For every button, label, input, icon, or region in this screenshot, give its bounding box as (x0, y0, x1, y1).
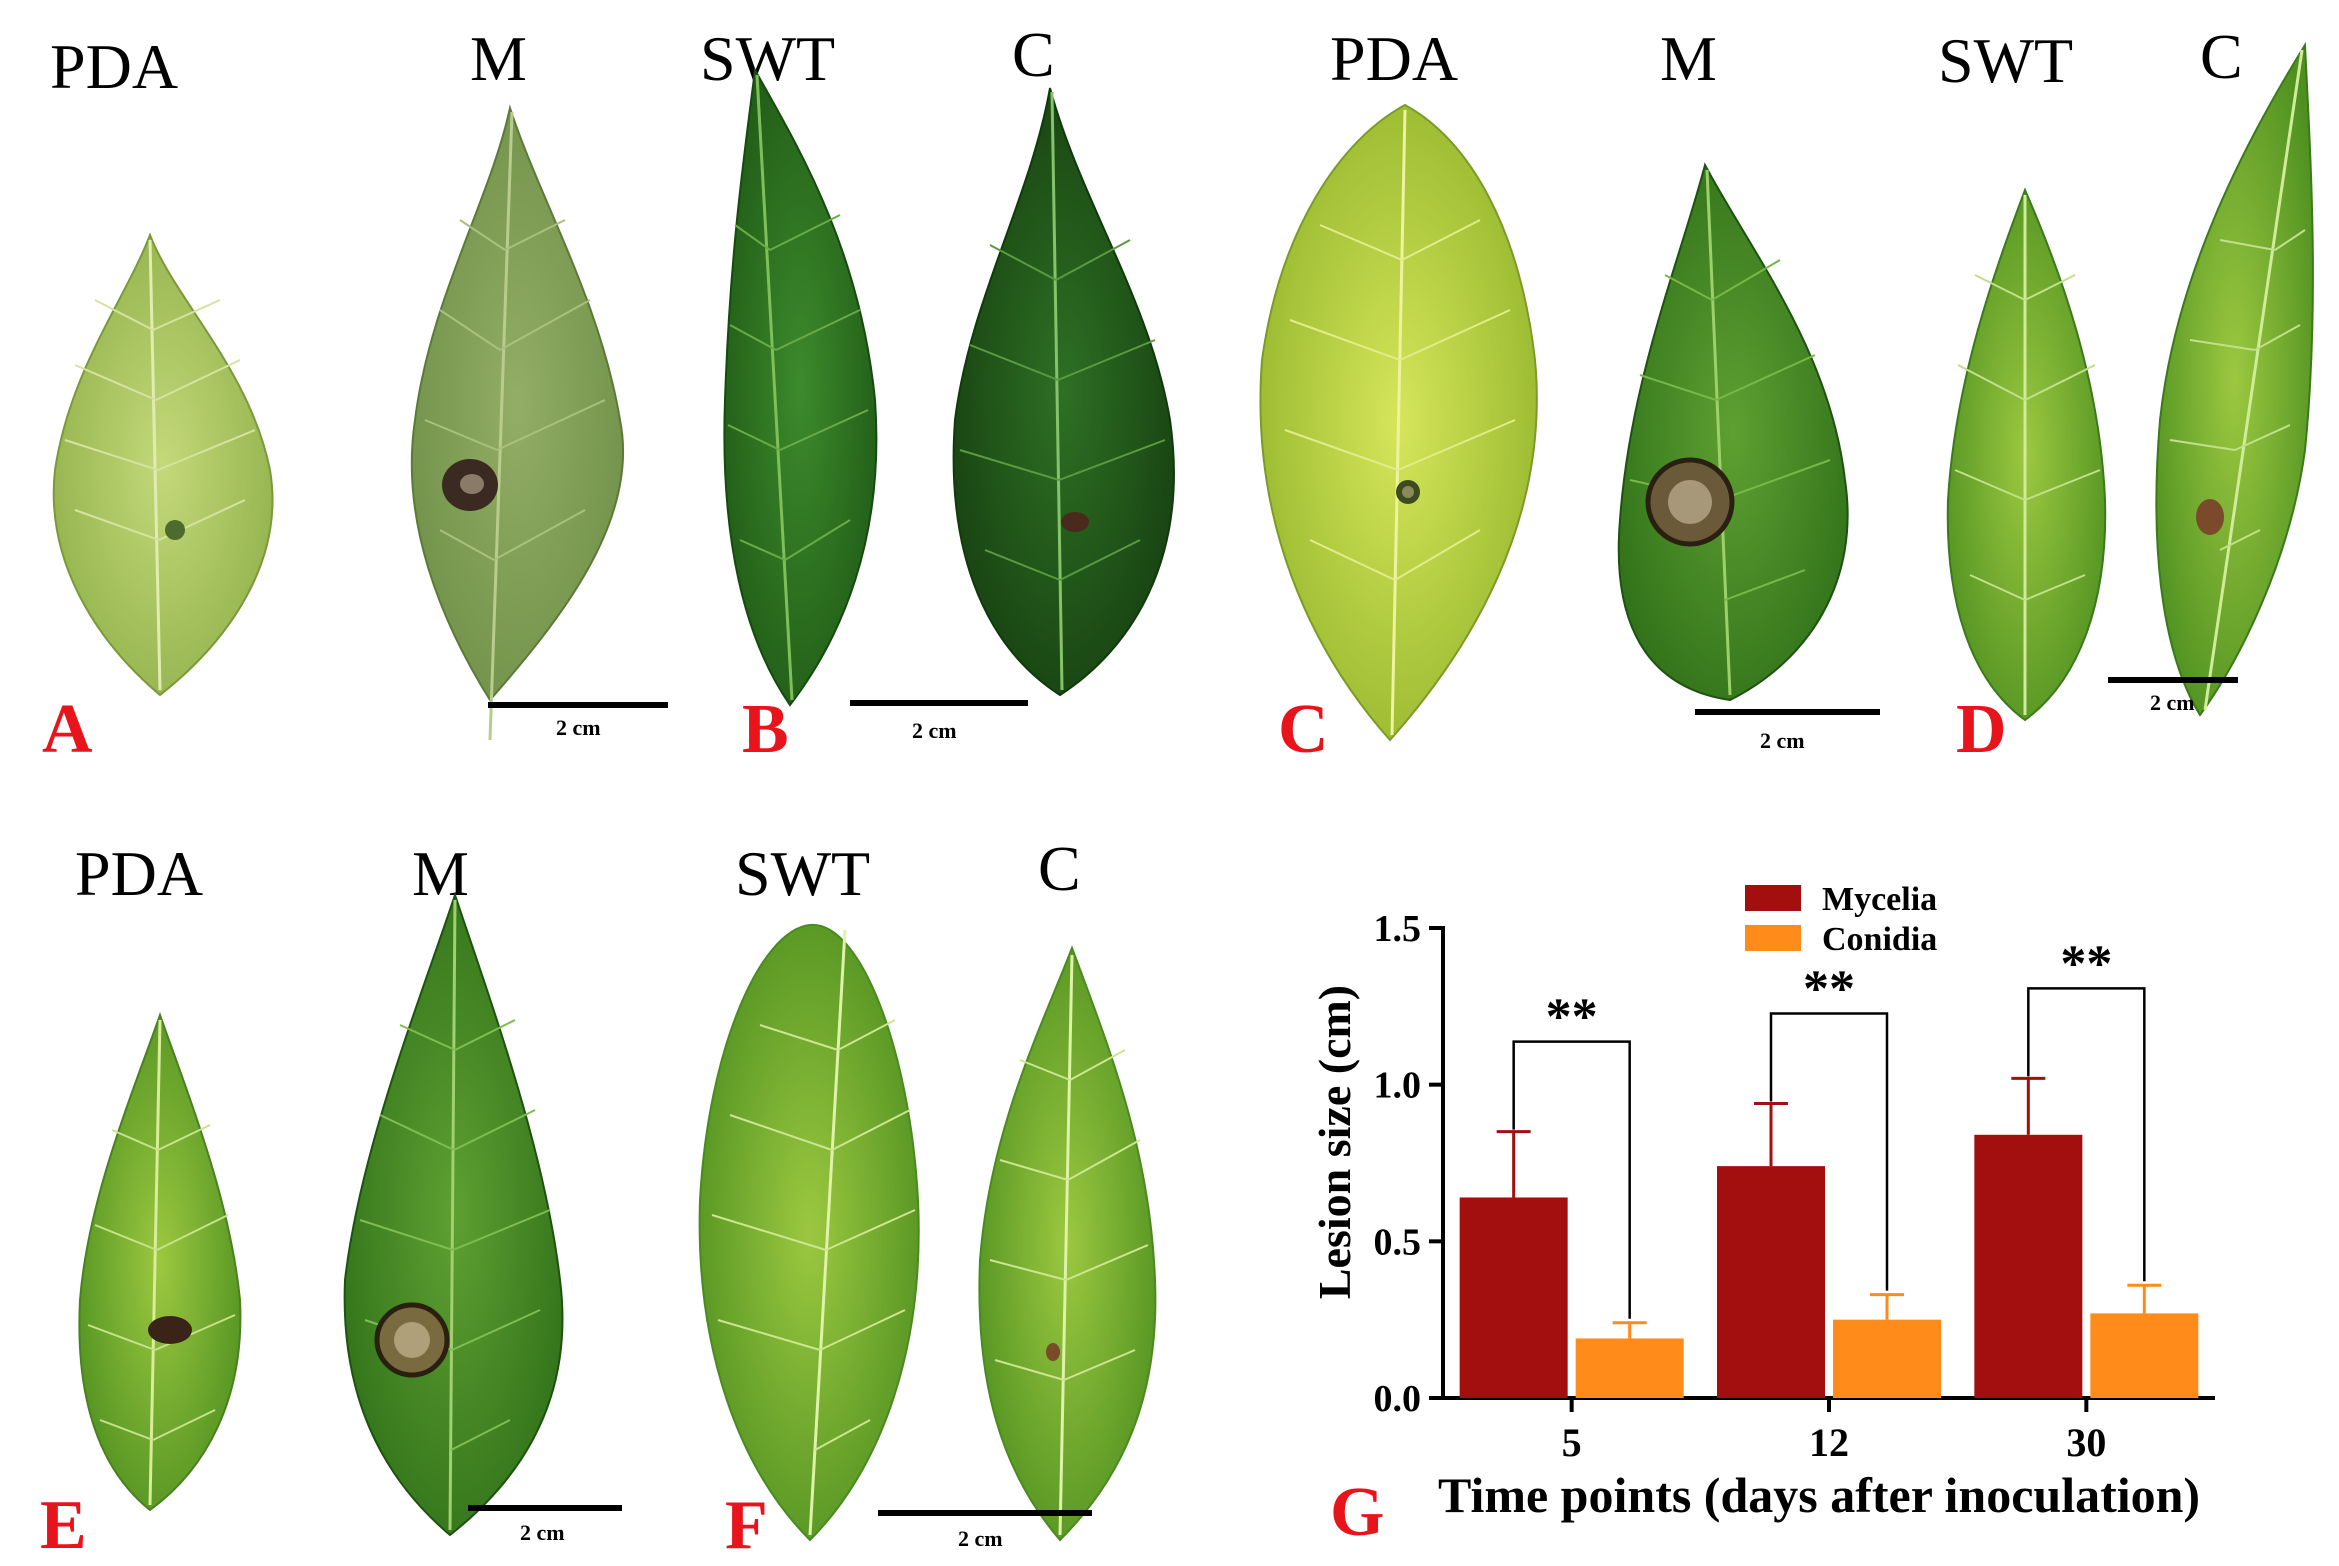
leaf-m-c (1617, 162, 1849, 702)
label-swt: SWT (1938, 25, 2073, 96)
x-tick-label: 12 (1809, 1420, 1849, 1465)
leaf-swt-b (723, 66, 878, 707)
label-m: M (412, 838, 469, 909)
scale-label: 2 cm (1760, 728, 1805, 753)
panel-letter-d: D (1956, 691, 2007, 768)
panel-letter-f: F (725, 1487, 768, 1564)
panel-e: PDA M 2 cm E (40, 838, 622, 1564)
significance-marker: ** (1803, 960, 1855, 1017)
bar-mycelia (1974, 1134, 2083, 1398)
label-c: C (1038, 833, 1081, 904)
scale-label: 2 cm (2150, 690, 2195, 715)
legend-label-conidia: Conidia (1822, 921, 1937, 958)
panel-letter-g: G (1330, 1474, 1384, 1551)
x-tick-label: 5 (1562, 1420, 1582, 1465)
leaf-c-f (978, 945, 1157, 1542)
label-pda: PDA (75, 838, 203, 909)
significance-bracket (2027, 987, 2146, 1282)
leaf-swt-f (698, 923, 920, 1542)
label-m: M (1660, 23, 1717, 94)
x-ticks: 5 12 30 (1562, 1398, 2106, 1465)
y-tick-label: 1.5 (1374, 908, 1422, 950)
label-swt: SWT (735, 838, 870, 909)
bars (1459, 1134, 2199, 1398)
leaf-pda-c (1259, 103, 1538, 742)
label-pda: PDA (50, 31, 178, 102)
panel-c: PDA M 2 cm C (1259, 23, 1880, 768)
label-c: C (1012, 19, 1055, 90)
leaf-m-e (343, 891, 564, 1537)
legend: Mycelia Conidia (1745, 881, 1937, 958)
significance-bracket (1769, 1012, 1889, 1291)
label-c: C (2200, 21, 2243, 92)
leaf-c-d (2155, 41, 2314, 717)
significance-bracket (1512, 1040, 1631, 1319)
bar-mycelia (1717, 1166, 1825, 1398)
y-ticks: 0.0 0.5 1.0 1.5 (1374, 908, 1443, 1420)
label-swt: SWT (700, 23, 835, 94)
bar-conidia (2090, 1313, 2199, 1398)
leaf-m-a (410, 104, 625, 741)
panel-letter-b: B (742, 691, 789, 768)
label-pda: PDA (1330, 23, 1458, 94)
legend-label-mycelia: Mycelia (1822, 881, 1937, 918)
leaf-swt-d (1946, 187, 2107, 722)
panel-letter-a: A (42, 691, 93, 768)
x-tick-label: 30 (2066, 1420, 2106, 1465)
panel-b: SWT C 2 cm B (700, 19, 1175, 768)
significance-marker: ** (2060, 935, 2112, 992)
lesion-spot (1046, 1343, 1060, 1361)
bar-conidia (1575, 1338, 1684, 1398)
y-axis-label: Lesion size (cm) (1309, 985, 1360, 1299)
significance-brackets: ** ** ** (1512, 935, 2146, 1319)
panel-letter-e: E (40, 1487, 87, 1564)
legend-swatch-conidia (1745, 925, 1801, 951)
y-tick-label: 1.0 (1374, 1065, 1422, 1107)
panel-g-chart: 0.0 0.5 1.0 1.5 ** ** ** 5 12 30 Mycelia Conidi… (1309, 881, 2215, 1551)
scale-label: 2 cm (520, 1520, 565, 1545)
panel-letter-c: C (1278, 691, 1329, 768)
leaf-pda-e (78, 1011, 242, 1512)
error-bars (1496, 1076, 2162, 1339)
panel-f: SWT C 2 cm F (698, 833, 1157, 1564)
scale-label: 2 cm (912, 718, 957, 743)
leaf-pda-a (52, 232, 274, 697)
lesion (148, 1316, 192, 1344)
lesion-spot (165, 520, 185, 540)
label-m: M (470, 23, 527, 94)
scale-label: 2 cm (958, 1526, 1003, 1551)
bar-mycelia (1459, 1197, 1568, 1398)
y-tick-label: 0.0 (1374, 1378, 1422, 1420)
scale-label: 2 cm (556, 715, 601, 740)
significance-marker: ** (1546, 989, 1598, 1046)
leaf-c-b (952, 87, 1175, 697)
panel-a: PDA M 2 cm A (42, 23, 668, 768)
lesion-spot (1061, 512, 1089, 532)
lesion-spot (2196, 499, 2224, 535)
legend-swatch-mycelia (1745, 885, 1801, 911)
panel-d: SWT C 2 cm D (1938, 21, 2314, 768)
y-tick-label: 0.5 (1374, 1221, 1422, 1263)
x-axis-label: Time points (days after inoculation) (1438, 1467, 2200, 1523)
bar-conidia (1833, 1319, 1941, 1398)
